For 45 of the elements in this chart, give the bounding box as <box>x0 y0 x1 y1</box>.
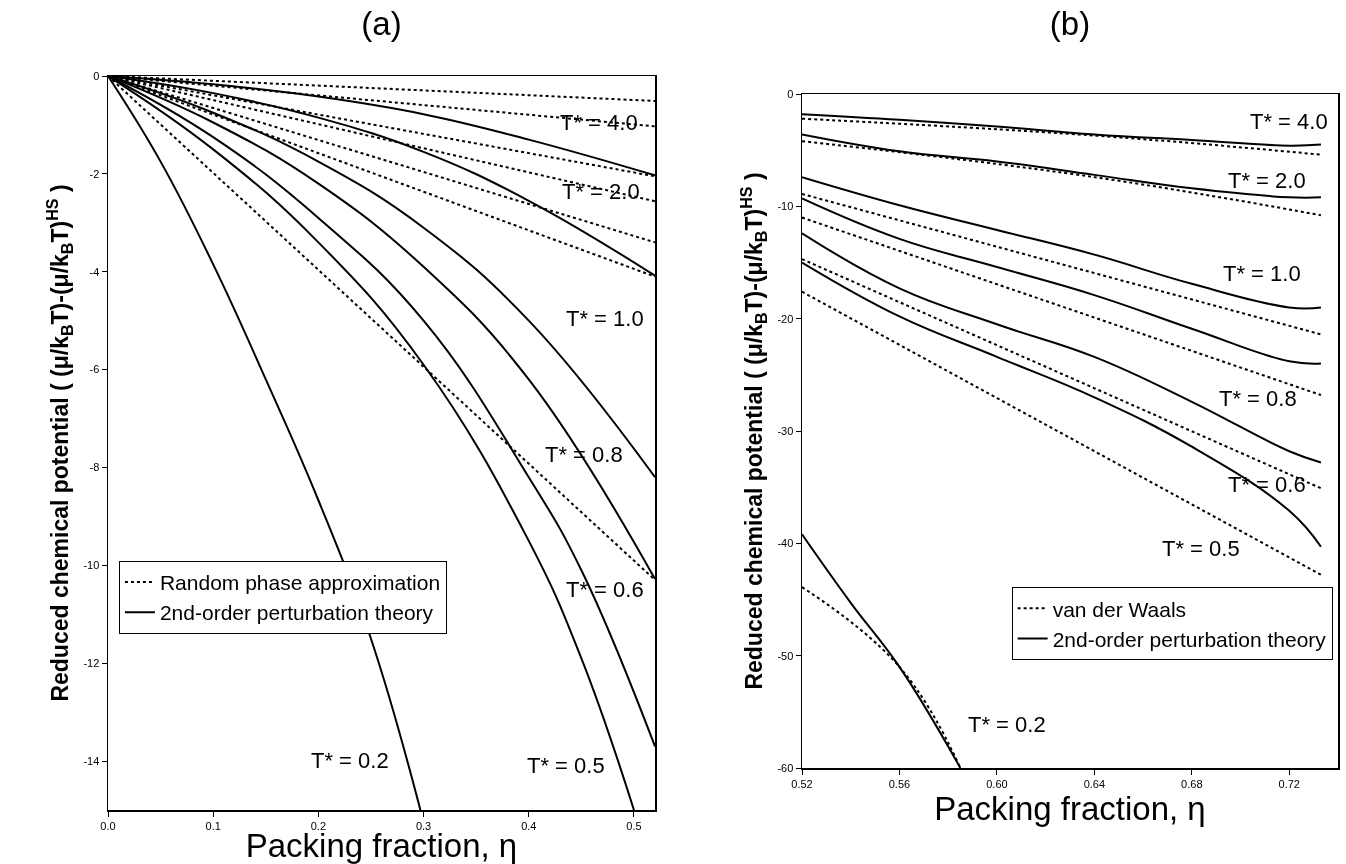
y-tick-label: -14 <box>83 754 100 767</box>
annotation: T* = 1.0 <box>566 306 644 331</box>
annotation: T* = 4.0 <box>560 110 638 135</box>
y-tick-label: 0 <box>93 69 100 82</box>
y-tick-label: 0 <box>787 87 794 100</box>
annotation: T* = 2.0 <box>562 179 640 204</box>
x-tick-label: 0.0 <box>100 819 116 832</box>
legend-label: van der Waals <box>1052 597 1187 621</box>
y-tick-label: -12 <box>83 657 100 670</box>
y-tick-label: -4 <box>89 265 100 278</box>
annotation: T* = 0.8 <box>1219 386 1297 411</box>
x-tick-label: 0.68 <box>1181 777 1203 790</box>
annotation: T* = 0.5 <box>527 753 605 778</box>
x-tick-label: 0.1 <box>205 819 221 832</box>
y-tick-label: -10 <box>83 559 100 572</box>
annotation: T* = 0.2 <box>311 748 389 773</box>
legend-label: 2nd-order perturbation theory <box>1052 627 1327 651</box>
annotation: T* = 1.0 <box>1223 261 1301 286</box>
legend-label: 2nd-order perturbation theory <box>159 601 434 625</box>
y-tick-label: -60 <box>777 761 794 774</box>
y-tick-label: -40 <box>777 537 794 550</box>
annotation: T* = 4.0 <box>1250 109 1328 134</box>
x-tick-label: 0.4 <box>521 819 537 832</box>
x-tick-label: 0.56 <box>888 777 911 790</box>
y-tick-label: -10 <box>777 200 794 213</box>
x-tick-label: 0.72 <box>1278 777 1300 790</box>
chart-title: (b) <box>1049 5 1091 43</box>
y-tick-label: -8 <box>89 461 100 474</box>
annotation: T* = 0.6 <box>566 577 644 602</box>
annotation: T* = 0.2 <box>968 712 1046 737</box>
y-tick-label: -50 <box>777 649 794 662</box>
y-tick-label: -20 <box>777 312 794 325</box>
x-tick-label: 0.64 <box>1083 777 1106 790</box>
annotation: T* = 0.5 <box>1162 536 1240 561</box>
x-axis-title: Packing fraction, η <box>934 790 1206 828</box>
legend-label: Random phase approximation <box>159 571 441 595</box>
annotation: T* = 2.0 <box>1228 168 1306 193</box>
x-tick-label: 0.5 <box>626 819 642 832</box>
x-tick-label: 0.60 <box>986 777 1008 790</box>
x-tick-label: 0.3 <box>415 819 432 832</box>
x-tick-label: 0.52 <box>791 777 813 790</box>
y-tick-label: -30 <box>777 424 794 437</box>
chart-title: (a) <box>361 5 402 43</box>
y-tick-label: -2 <box>89 167 100 180</box>
y-tick-label: -6 <box>89 363 100 376</box>
